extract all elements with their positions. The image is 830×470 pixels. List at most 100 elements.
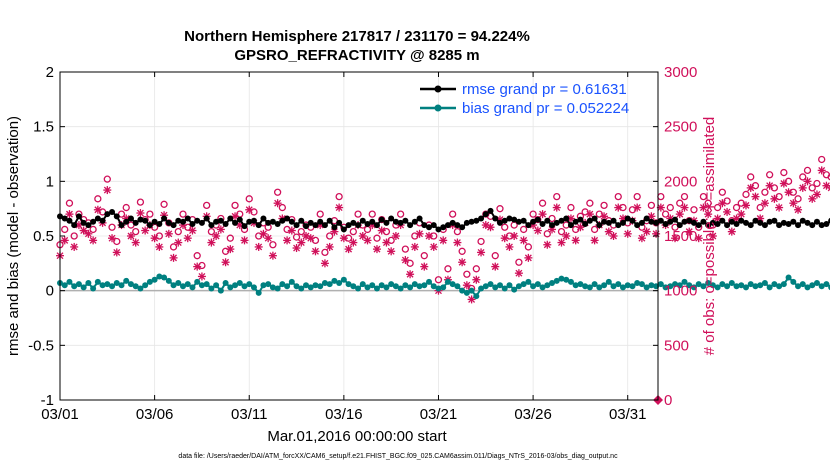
y-tick-label: 2 (46, 64, 54, 81)
asterisk-stroke (723, 208, 731, 216)
bias-point (355, 285, 362, 292)
obs-assimilated-marker (339, 234, 348, 243)
bias-point (265, 281, 272, 288)
rmse-point (757, 219, 764, 226)
obs-possible-marker (794, 195, 802, 203)
rmse-point (326, 217, 333, 224)
obs-assimilated-marker (453, 238, 462, 247)
bias-point (520, 281, 527, 288)
bias-point (496, 282, 503, 289)
asterisk-stroke (605, 228, 613, 236)
rmse-point (785, 220, 792, 227)
bias-point (444, 278, 451, 285)
bias-point (430, 283, 437, 290)
rmse-point (823, 220, 830, 227)
asterisk-stroke (704, 210, 712, 218)
obs-possible-marker (226, 234, 234, 242)
obs-assimilated-marker (812, 190, 821, 199)
rmse-point (288, 218, 295, 225)
bias-point (761, 280, 768, 287)
asterisk-stroke (695, 234, 703, 242)
rmse-point (544, 217, 551, 224)
asterisk-stroke (127, 232, 135, 240)
asterisk-stroke (387, 247, 395, 255)
bias-point (345, 281, 352, 288)
asterisk-stroke (189, 227, 196, 234)
x-axis-label: Mar.01,2016 00:00:00 start (267, 428, 447, 445)
bias-point (719, 281, 726, 288)
obs-assimilated-marker (562, 232, 571, 240)
obs-possible-marker (676, 199, 684, 207)
obs-assimilated-marker (472, 275, 481, 284)
obs-possible-marker (543, 230, 551, 238)
obs-possible-marker (780, 168, 788, 177)
obs-assimilated-marker (552, 203, 561, 212)
asterisk-stroke (487, 223, 494, 231)
rmse-point (345, 222, 352, 229)
bias-point (624, 282, 631, 289)
bias-point (118, 282, 125, 289)
asterisk-stroke (770, 195, 778, 203)
asterisk-stroke (761, 199, 769, 207)
rmse-point (761, 222, 768, 229)
obs-possible-marker (713, 203, 722, 212)
rmse-point (771, 217, 778, 224)
chart-subtitle: GPSRO_REFRACTIVITY @ 8285 m (234, 47, 479, 64)
obs-assimilated-marker (775, 203, 784, 212)
obs-assimilated-marker (335, 203, 344, 212)
bias-point (203, 281, 210, 288)
asterisk-stroke (61, 236, 69, 244)
rmse-point (109, 208, 116, 215)
rmse-point (624, 215, 631, 222)
obs-assimilated-marker (216, 225, 225, 234)
obs-assimilated-marker (524, 253, 533, 262)
bias-point (113, 280, 120, 287)
bias-point (454, 283, 461, 290)
asterisk-stroke (297, 239, 305, 247)
rmse-point (165, 219, 172, 226)
rmse-point (118, 222, 125, 229)
obs-assimilated-marker (585, 210, 594, 219)
rmse-point (80, 219, 87, 226)
obs-assimilated-marker (751, 192, 760, 201)
rmse-point (440, 224, 447, 231)
asterisk-stroke (207, 239, 215, 247)
bias-point (440, 284, 447, 291)
bias-point (165, 277, 172, 284)
rmse-point (397, 219, 404, 226)
obs-possible-marker (297, 227, 305, 236)
bias-point (790, 278, 797, 285)
obs-possible-marker (103, 175, 111, 183)
rmse-point (534, 216, 541, 223)
bias-point (90, 285, 97, 292)
bias-point (66, 278, 73, 285)
rmse-point (506, 215, 513, 222)
bias-point (75, 281, 82, 288)
bias-point (402, 282, 409, 289)
obs-assimilated-marker (221, 258, 230, 267)
obs-possible-marker (463, 270, 471, 278)
obs-assimilated-marker (245, 205, 254, 214)
obs-possible-marker (401, 245, 410, 253)
obs-assimilated-marker (391, 232, 400, 240)
x-tick-label: 03/16 (325, 406, 363, 423)
bias-point (189, 284, 196, 291)
obs-assimilated-marker (543, 240, 552, 249)
bias-point (156, 273, 163, 280)
bias-point (752, 283, 759, 290)
obs-possible-marker (813, 179, 821, 188)
asterisk-stroke (255, 243, 263, 251)
bias-point (667, 283, 674, 290)
obs-assimilated-marker (500, 234, 509, 243)
rmse-point (321, 222, 328, 229)
asterisk-stroke (591, 236, 599, 244)
asterisk-stroke (335, 204, 343, 212)
bias-point (321, 280, 328, 287)
bias-point (648, 282, 655, 289)
obs-possible-marker (316, 210, 324, 218)
asterisk-stroke (676, 210, 684, 218)
asterisk-stroke (420, 263, 428, 271)
rmse-point (170, 222, 177, 229)
asterisk-stroke (84, 230, 92, 238)
bias-point (690, 284, 697, 291)
